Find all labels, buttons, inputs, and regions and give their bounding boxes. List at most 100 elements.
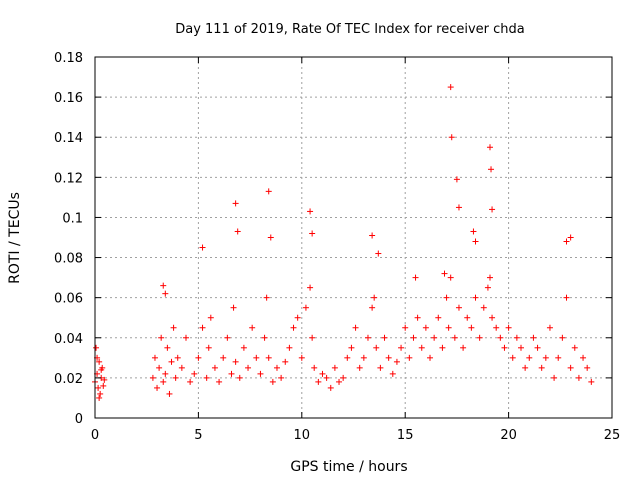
- y-tick-label: 0.16: [54, 91, 83, 106]
- data-point: [340, 374, 347, 381]
- data-point: [509, 354, 516, 361]
- data-point: [486, 274, 493, 281]
- data-point: [232, 200, 239, 207]
- data-point: [149, 374, 156, 381]
- data-point: [286, 344, 293, 351]
- data-point: [542, 354, 549, 361]
- data-point: [476, 334, 483, 341]
- data-point: [563, 238, 570, 245]
- data-point: [447, 274, 454, 281]
- data-point: [518, 344, 525, 351]
- data-point: [447, 84, 454, 91]
- x-tick-label: 10: [294, 428, 311, 443]
- data-point: [290, 324, 297, 331]
- grid-lines: [95, 57, 612, 418]
- data-point: [530, 334, 537, 341]
- data-point: [199, 324, 206, 331]
- data-point: [584, 364, 591, 371]
- data-point: [393, 358, 400, 365]
- y-tick-label: 0.1: [62, 211, 83, 226]
- y-tick-label: 0.12: [54, 171, 83, 186]
- data-point: [575, 374, 582, 381]
- data-point: [398, 344, 405, 351]
- data-point: [195, 354, 202, 361]
- data-point: [470, 228, 477, 235]
- data-point: [534, 344, 541, 351]
- data-point: [464, 314, 471, 321]
- data-point: [311, 364, 318, 371]
- data-point: [319, 370, 326, 377]
- data-point: [385, 354, 392, 361]
- data-point: [327, 384, 334, 391]
- data-point: [375, 250, 382, 257]
- data-point: [156, 364, 163, 371]
- data-point: [151, 354, 158, 361]
- data-point: [336, 378, 343, 385]
- data-point: [489, 314, 496, 321]
- data-point: [309, 334, 316, 341]
- y-tick-label: 0.02: [54, 372, 83, 387]
- data-point: [203, 374, 210, 381]
- data-point: [369, 304, 376, 311]
- x-tick-label: 5: [194, 428, 202, 443]
- data-point: [168, 358, 175, 365]
- data-point: [282, 358, 289, 365]
- data-point: [207, 314, 214, 321]
- data-point: [101, 376, 108, 383]
- data-point: [414, 314, 421, 321]
- data-point: [278, 374, 285, 381]
- data-point: [435, 314, 442, 321]
- data-point: [448, 134, 455, 141]
- data-point: [298, 354, 305, 361]
- data-point: [410, 334, 417, 341]
- data-point: [567, 234, 574, 241]
- data-point: [418, 344, 425, 351]
- data-point: [236, 374, 243, 381]
- data-point: [164, 344, 171, 351]
- data-point: [412, 274, 419, 281]
- data-point: [360, 354, 367, 361]
- data-point: [216, 378, 223, 385]
- data-point: [488, 166, 495, 173]
- data-point: [96, 394, 103, 401]
- data-point: [158, 334, 165, 341]
- axis-ticks: [94, 56, 613, 419]
- data-point: [455, 204, 462, 211]
- data-point: [441, 270, 448, 277]
- data-point: [294, 314, 301, 321]
- data-point: [546, 324, 553, 331]
- data-point: [261, 334, 268, 341]
- data-point: [273, 364, 280, 371]
- data-point: [174, 354, 181, 361]
- data-point: [489, 206, 496, 213]
- data-point: [162, 370, 169, 377]
- data-point: [422, 324, 429, 331]
- data-point: [567, 364, 574, 371]
- data-point: [265, 354, 272, 361]
- data-point: [472, 238, 479, 245]
- data-point: [240, 344, 247, 351]
- data-point: [348, 344, 355, 351]
- x-tick-label: 15: [397, 428, 414, 443]
- data-point: [178, 364, 185, 371]
- x-tick-label: 25: [604, 428, 621, 443]
- y-tick-label: 0.14: [54, 131, 83, 146]
- data-point: [344, 354, 351, 361]
- data-point: [220, 354, 227, 361]
- y-tick-label: 0.18: [54, 51, 83, 66]
- data-point: [253, 354, 260, 361]
- data-point: [377, 364, 384, 371]
- data-point: [402, 324, 409, 331]
- data-point: [505, 324, 512, 331]
- data-point: [455, 304, 462, 311]
- data-point: [245, 364, 252, 371]
- data-point: [307, 284, 314, 291]
- data-point: [98, 366, 105, 373]
- data-point: [364, 334, 371, 341]
- data-points: [92, 84, 595, 401]
- data-point: [472, 294, 479, 301]
- data-point: [484, 284, 491, 291]
- data-point: [265, 188, 272, 195]
- chart-title: Day 111 of 2019, Rate Of TEC Index for r…: [175, 22, 525, 37]
